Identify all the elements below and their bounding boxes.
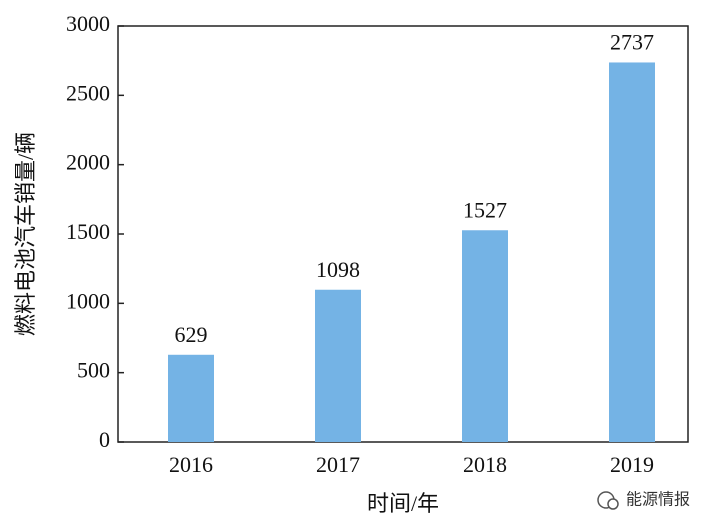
y-tick-label: 500 <box>77 358 110 383</box>
bar <box>168 354 214 442</box>
y-tick-label: 3000 <box>66 11 110 36</box>
bar <box>315 289 361 442</box>
y-tick-label: 2000 <box>66 150 110 175</box>
x-tick-label: 2019 <box>610 452 654 477</box>
x-tick-label: 2016 <box>169 452 213 477</box>
y-tick-label: 1500 <box>66 219 110 244</box>
y-tick-label: 2500 <box>66 80 110 105</box>
watermark: 能源情报 <box>626 490 690 509</box>
x-tick-label: 2018 <box>463 452 507 477</box>
bar <box>609 62 655 443</box>
bar <box>462 230 508 442</box>
x-axis-label: 时间/年 <box>367 491 439 516</box>
x-tick-label: 2017 <box>316 452 360 477</box>
y-tick-label: 1000 <box>66 288 110 313</box>
y-axis-label: 燃料电池汽车销量/辆 <box>13 132 38 336</box>
data-label: 2737 <box>610 30 654 55</box>
data-label: 629 <box>175 322 208 347</box>
data-label: 1527 <box>463 197 507 222</box>
y-tick-label: 0 <box>99 427 110 452</box>
watermark-icon <box>597 491 619 510</box>
data-label: 1098 <box>316 257 360 282</box>
